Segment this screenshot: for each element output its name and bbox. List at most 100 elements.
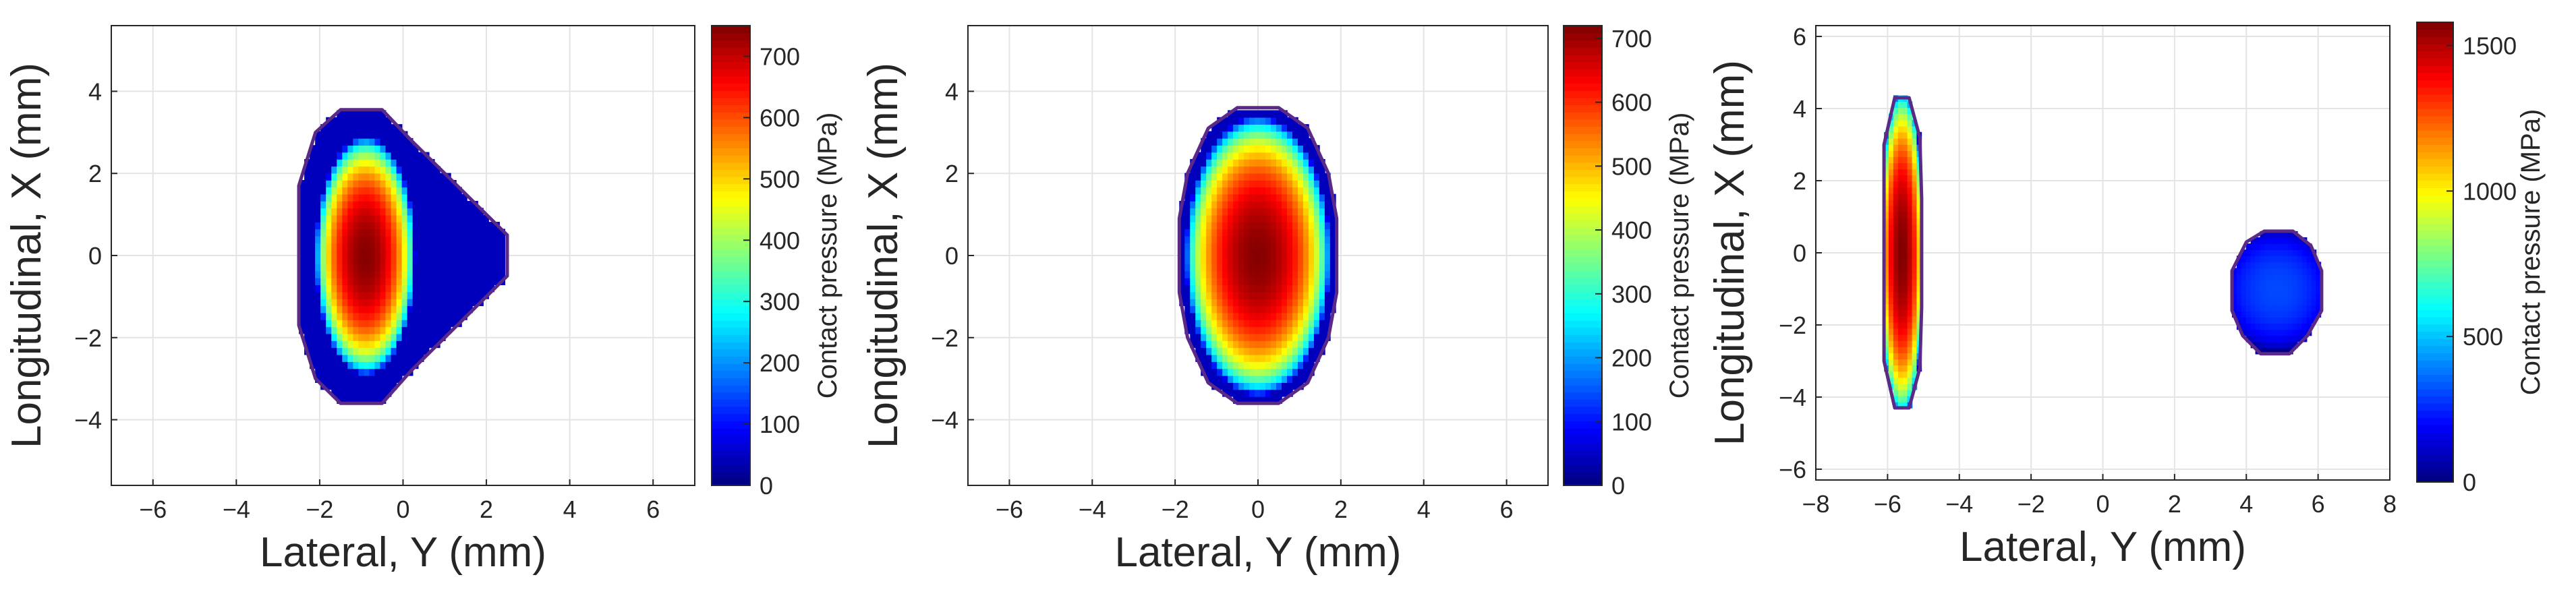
heatmap-cell xyxy=(1912,138,1918,145)
colorbar-segment xyxy=(1564,320,1602,328)
heatmap-cell xyxy=(1244,298,1250,307)
heatmap-cell xyxy=(2236,292,2242,299)
heatmap-cell xyxy=(1912,359,1918,366)
heatmap-cell xyxy=(331,243,338,251)
heatmap-cell xyxy=(1303,229,1309,237)
heatmap-cell xyxy=(358,319,365,328)
heatmap-cell xyxy=(1282,152,1288,160)
heatmap-cell xyxy=(412,284,419,293)
heatmap-cell xyxy=(407,277,413,286)
heatmap-cell xyxy=(1265,249,1271,258)
heatmap-cell xyxy=(1249,270,1255,278)
heatmap-cell xyxy=(1228,131,1234,139)
heatmap-cell xyxy=(364,166,370,174)
heatmap-cell xyxy=(1260,214,1266,222)
heatmap-cell xyxy=(1884,193,1889,200)
colorbar-segment xyxy=(712,169,750,177)
heatmap-cell xyxy=(396,375,403,383)
heatmap-cell xyxy=(1206,201,1212,209)
heatmap-cell xyxy=(1319,291,1325,299)
heatmap-cell xyxy=(1238,152,1244,160)
heatmap-cell xyxy=(299,277,305,286)
heatmap-cell xyxy=(1195,340,1202,349)
heatmap-cell xyxy=(1897,248,1904,256)
heatmap-cell xyxy=(358,326,365,334)
heatmap-cell xyxy=(1249,284,1255,293)
heatmap-cell xyxy=(1313,222,1320,230)
colorbar-segment xyxy=(2417,439,2453,447)
heatmap-cell xyxy=(1276,354,1282,362)
heatmap-cell xyxy=(407,284,413,293)
heatmap-cell xyxy=(450,305,457,313)
heatmap-cell xyxy=(1233,270,1239,278)
heatmap-cell xyxy=(412,214,419,222)
heatmap-cell xyxy=(1888,162,1894,170)
heatmap-cell xyxy=(1265,361,1271,369)
heatmap-cell xyxy=(2292,249,2298,257)
heatmap-cell xyxy=(1287,124,1293,132)
heatmap-cell xyxy=(478,243,484,251)
heatmap-cell xyxy=(331,284,338,293)
heatmap-cell xyxy=(1916,212,1922,218)
colorbar-segment xyxy=(712,341,750,350)
heatmap-cell xyxy=(1287,179,1293,188)
heatmap-cell xyxy=(299,305,305,313)
heatmap-cell xyxy=(1888,291,1894,299)
heatmap-cell xyxy=(1282,131,1288,139)
heatmap-cell xyxy=(1313,333,1320,341)
heatmap-cell xyxy=(2279,335,2284,342)
heatmap-cell xyxy=(2269,256,2274,263)
heatmap-cell xyxy=(358,152,365,160)
heatmap-cell xyxy=(1206,208,1212,216)
heatmap-cell xyxy=(1897,156,1904,164)
heatmap-cell xyxy=(1313,201,1320,209)
heatmap-cell xyxy=(1260,229,1266,237)
colorbar-segment xyxy=(712,442,750,450)
heatmap-cell xyxy=(1217,235,1223,243)
heatmap-cell xyxy=(2260,274,2266,281)
heatmap-cell xyxy=(2264,268,2270,275)
colorbar-segment xyxy=(1564,334,1602,342)
heatmap-cell xyxy=(337,284,343,293)
heatmap-cell xyxy=(1244,256,1250,264)
heatmap-cell xyxy=(455,235,462,243)
heatmap-cell xyxy=(1228,326,1234,334)
heatmap-cell xyxy=(369,201,376,209)
x-tick-label: 6 xyxy=(646,496,660,523)
heatmap-cell xyxy=(412,243,419,251)
heatmap-cell xyxy=(396,326,403,334)
heatmap-cell xyxy=(358,333,365,341)
heatmap-cell xyxy=(1217,361,1223,369)
heatmap-cell xyxy=(439,319,446,328)
heatmap-cell xyxy=(331,179,338,188)
heatmap-cell xyxy=(472,298,478,307)
heatmap-cell xyxy=(1902,131,1908,139)
heatmap-cell xyxy=(1244,284,1250,293)
heatmap-cell xyxy=(2279,323,2284,330)
heatmap-cell xyxy=(391,145,397,153)
heatmap-cell xyxy=(1211,249,1218,258)
heatmap-cell xyxy=(1211,319,1218,328)
heatmap-cell xyxy=(1902,144,1908,151)
heatmap-cell xyxy=(1249,229,1255,237)
heatmap-cell xyxy=(1888,359,1894,366)
heatmap-cell xyxy=(353,389,360,397)
heatmap-cell xyxy=(407,187,413,195)
heatmap-cell xyxy=(364,326,370,334)
heatmap-cell xyxy=(369,340,376,349)
heatmap-cell xyxy=(1282,193,1288,202)
colorbar-segment xyxy=(712,334,750,342)
heatmap-cell xyxy=(1907,334,1913,341)
heatmap-cell xyxy=(1271,214,1277,222)
heatmap-cell xyxy=(1222,284,1228,293)
heatmap-cell xyxy=(407,193,413,202)
heatmap-cell xyxy=(1287,235,1293,243)
colorbar-segment xyxy=(712,276,750,285)
heatmap-cell xyxy=(374,354,381,362)
heatmap-cell xyxy=(1308,277,1315,286)
heatmap-cell xyxy=(358,347,365,355)
heatmap-cell xyxy=(412,152,419,160)
heatmap-cell xyxy=(380,138,387,146)
heatmap-cell xyxy=(347,208,354,216)
heatmap-cell xyxy=(1292,319,1298,328)
